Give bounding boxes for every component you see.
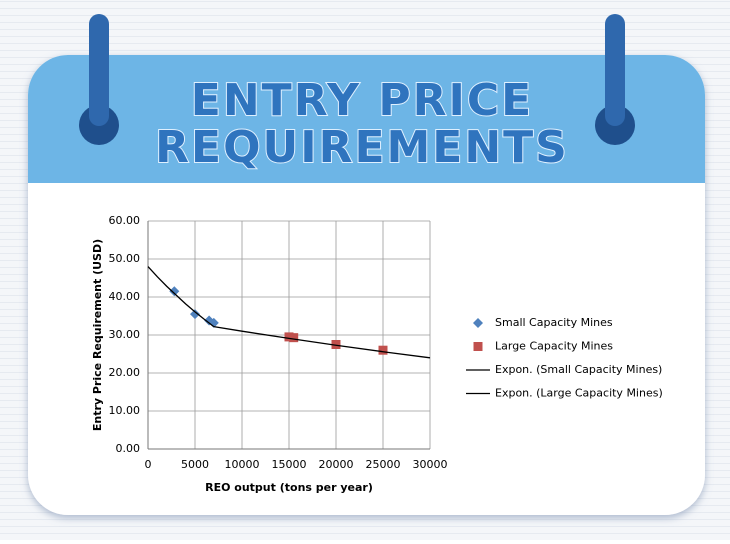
y-tick-label: 50.00 bbox=[109, 252, 141, 265]
x-tick-label: 20000 bbox=[319, 458, 354, 471]
point bbox=[378, 345, 388, 355]
legend-label: Large Capacity Mines bbox=[495, 340, 613, 353]
x-tick-label: 25000 bbox=[366, 458, 401, 471]
hanger bbox=[605, 14, 625, 126]
point bbox=[331, 340, 341, 349]
title-line: ENTRY PRICE bbox=[191, 75, 533, 126]
legend-label: Small Capacity Mines bbox=[495, 316, 613, 329]
y-tick-label: 40.00 bbox=[109, 290, 141, 303]
x-tick-label: 30000 bbox=[413, 458, 448, 471]
point bbox=[169, 286, 180, 297]
x-tick-label: 0 bbox=[145, 458, 152, 471]
legend-label: Expon. (Small Capacity Mines) bbox=[495, 363, 662, 376]
y-tick-label: 20.00 bbox=[109, 366, 141, 379]
point bbox=[289, 333, 299, 343]
y-tick-label: 60.00 bbox=[109, 214, 141, 227]
x-axis-label: REO output (tons per year) bbox=[205, 481, 373, 494]
legend-swatch bbox=[473, 318, 483, 328]
point bbox=[190, 309, 200, 320]
point bbox=[284, 332, 294, 342]
y-tick-label: 0.00 bbox=[116, 442, 141, 455]
trendline bbox=[213, 325, 431, 359]
header-band bbox=[28, 55, 705, 183]
x-tick-label: 10000 bbox=[225, 458, 260, 471]
hanger bbox=[89, 14, 109, 126]
y-axis-label: Entry Price Requirement (USD) bbox=[91, 239, 104, 431]
title-line: REQUIREMENTS bbox=[155, 122, 569, 173]
legend-swatch bbox=[473, 342, 483, 351]
x-tick-label: 5000 bbox=[181, 458, 209, 471]
x-tick-label: 15000 bbox=[272, 458, 307, 471]
y-tick-label: 10.00 bbox=[109, 404, 141, 417]
y-tick-label: 30.00 bbox=[109, 328, 141, 341]
legend-label: Expon. (Large Capacity Mines) bbox=[495, 387, 663, 400]
trendline bbox=[147, 266, 215, 328]
